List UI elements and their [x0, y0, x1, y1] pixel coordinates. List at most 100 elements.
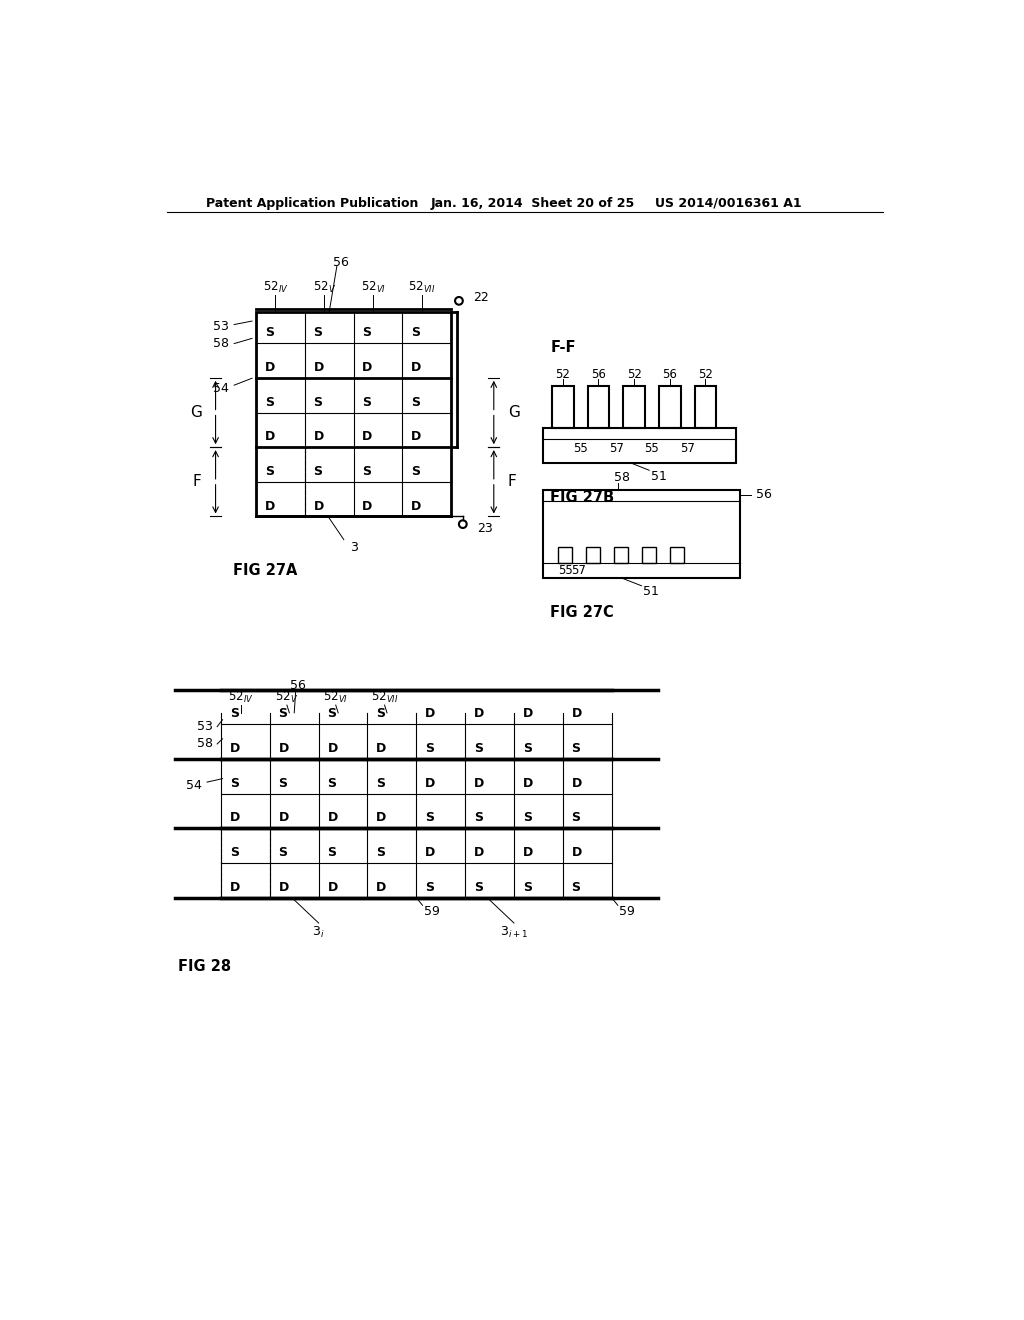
Text: D: D [264, 430, 274, 444]
Text: S: S [313, 465, 323, 478]
Text: 55: 55 [573, 442, 588, 455]
Text: 58: 58 [198, 738, 213, 751]
Text: S: S [376, 708, 385, 721]
Text: 52$_{VII}$: 52$_{VII}$ [409, 280, 435, 296]
Bar [694, 385, 716, 428]
Text: 54: 54 [213, 381, 228, 395]
Text: D: D [362, 499, 373, 512]
Text: S: S [229, 776, 239, 789]
Bar [658, 385, 681, 428]
Text: D: D [522, 846, 532, 859]
Text: D: D [229, 880, 240, 894]
Text: D: D [279, 742, 289, 755]
Text: D: D [376, 742, 386, 755]
Bar [256, 447, 305, 516]
Text: 52$_{VI}$: 52$_{VI}$ [324, 690, 348, 705]
Text: 52$_{V}$: 52$_{V}$ [275, 690, 299, 705]
Text: S: S [264, 396, 273, 409]
Text: S: S [279, 776, 288, 789]
Text: S: S [362, 396, 372, 409]
Text: 52: 52 [627, 367, 641, 380]
Text: 52: 52 [555, 367, 570, 380]
Text: S: S [474, 742, 483, 755]
Text: D: D [229, 812, 240, 825]
Bar [614, 548, 628, 562]
Text: 52$_{IV}$: 52$_{IV}$ [227, 690, 253, 705]
Text: S: S [474, 880, 483, 894]
Text: 52$_{V}$: 52$_{V}$ [312, 280, 336, 296]
Text: D: D [376, 880, 386, 894]
Bar [543, 428, 736, 462]
Text: 3$_i$: 3$_i$ [312, 925, 325, 940]
Text: G: G [508, 405, 519, 420]
Text: D: D [522, 708, 532, 721]
Text: FIG 27A: FIG 27A [232, 562, 297, 578]
Text: 22: 22 [473, 290, 488, 304]
Text: Patent Application Publication: Patent Application Publication [206, 197, 418, 210]
Text: D: D [425, 846, 435, 859]
Text: S: S [522, 742, 531, 755]
Text: 56: 56 [591, 367, 606, 380]
Text: 51: 51 [643, 585, 659, 598]
Text: 51: 51 [651, 470, 667, 483]
Text: D: D [522, 776, 532, 789]
Text: D: D [571, 846, 582, 859]
Bar [670, 548, 684, 562]
Text: D: D [412, 499, 422, 512]
Text: 56: 56 [290, 680, 306, 693]
Bar [221, 829, 270, 898]
Text: D: D [376, 812, 386, 825]
Text: Jan. 16, 2014  Sheet 20 of 25: Jan. 16, 2014 Sheet 20 of 25 [430, 197, 635, 210]
Text: S: S [328, 708, 337, 721]
Text: D: D [328, 742, 338, 755]
Text: S: S [328, 846, 337, 859]
Text: S: S [412, 326, 420, 339]
Text: US 2014/0016361 A1: US 2014/0016361 A1 [655, 197, 802, 210]
Text: 58: 58 [213, 337, 228, 350]
Text: S: S [362, 465, 372, 478]
Bar [642, 548, 655, 562]
Text: 52: 52 [698, 367, 713, 380]
Text: S: S [376, 776, 385, 789]
Text: D: D [328, 880, 338, 894]
Text: D: D [474, 776, 484, 789]
Text: FIG 28: FIG 28 [178, 960, 231, 974]
Text: FIG 27B: FIG 27B [550, 490, 614, 504]
Text: D: D [313, 499, 324, 512]
Text: 53: 53 [198, 721, 213, 733]
Text: S: S [425, 742, 434, 755]
Text: 57: 57 [680, 442, 695, 455]
Text: D: D [425, 776, 435, 789]
Bar [586, 548, 600, 562]
Text: D: D [425, 708, 435, 721]
Text: S: S [522, 812, 531, 825]
Text: 57: 57 [571, 564, 587, 577]
Text: S: S [412, 396, 420, 409]
Text: D: D [279, 812, 289, 825]
Text: S: S [425, 880, 434, 894]
Text: F: F [193, 474, 202, 490]
Text: 52$_{VII}$: 52$_{VII}$ [371, 690, 398, 705]
Text: D: D [328, 812, 338, 825]
Text: 3: 3 [349, 541, 357, 554]
Text: 3$_{i+1}$: 3$_{i+1}$ [500, 925, 528, 940]
Text: S: S [571, 812, 581, 825]
Text: 58: 58 [613, 471, 630, 484]
Text: D: D [571, 776, 582, 789]
Text: D: D [571, 708, 582, 721]
Text: D: D [264, 499, 274, 512]
Text: S: S [474, 812, 483, 825]
Text: D: D [474, 708, 484, 721]
Bar [588, 385, 609, 428]
Text: 53: 53 [213, 319, 228, 333]
Text: S: S [571, 742, 581, 755]
Text: S: S [264, 326, 273, 339]
Text: D: D [264, 360, 274, 374]
Text: S: S [328, 776, 337, 789]
Text: D: D [362, 430, 373, 444]
Text: S: S [362, 326, 372, 339]
Text: S: S [279, 708, 288, 721]
Text: S: S [522, 880, 531, 894]
Text: 52$_{IV}$: 52$_{IV}$ [262, 280, 288, 296]
Text: S: S [412, 465, 420, 478]
